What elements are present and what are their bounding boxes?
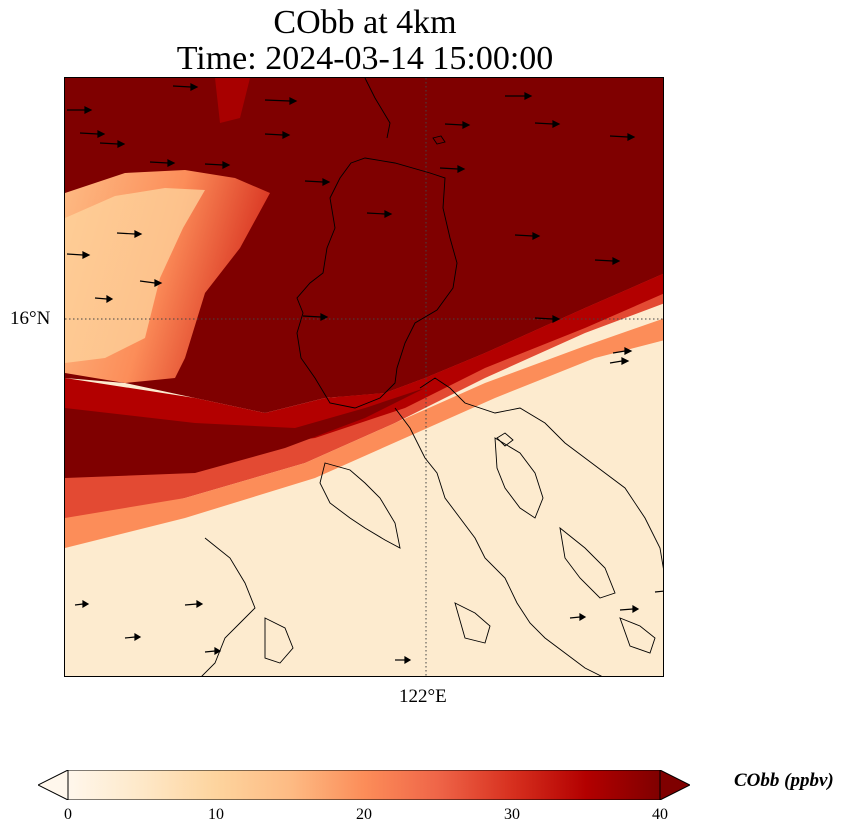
longitude-tick-label: 122°E <box>399 686 447 707</box>
dark-band-core <box>65 388 425 478</box>
colorbar-units-label: CObb (ppbv) <box>734 770 834 791</box>
plume-wedge-inner <box>65 188 205 363</box>
wind-vectors <box>66 83 663 665</box>
colorbar-extend-min <box>38 770 69 800</box>
colorbar <box>38 770 690 800</box>
colorbar-tick-0: 0 <box>64 806 72 823</box>
map-panel <box>64 77 664 677</box>
colorbar-tick-20: 20 <box>356 806 372 823</box>
colorbar-gradient <box>67 770 661 800</box>
colorbar-tick-30: 30 <box>504 806 520 823</box>
plume-edge-outer <box>65 318 663 548</box>
map-title: CObb at 4km <box>273 4 457 41</box>
dark-band <box>65 273 663 458</box>
high-concentration-plume <box>65 78 663 413</box>
colorbar-extend-max <box>659 770 690 800</box>
concentration-field <box>65 78 663 676</box>
map-time-subtitle: Time: 2024-03-14 15:00:00 <box>176 40 554 77</box>
colorbar-tick-10: 10 <box>208 806 224 823</box>
latitude-tick-label: 16°N <box>10 308 51 329</box>
colorbar-tick-40: 40 <box>652 806 668 823</box>
top-streak <box>215 78 250 123</box>
coastlines <box>201 78 663 676</box>
